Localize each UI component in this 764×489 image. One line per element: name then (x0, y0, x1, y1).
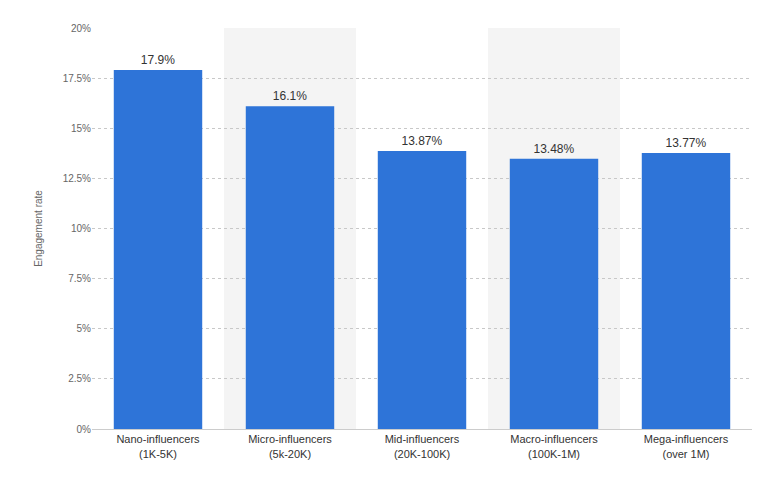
svg-text:Mega-influencers(over 1M): Mega-influencers(over 1M) (644, 433, 729, 459)
svg-text:13.48%: 13.48% (533, 142, 574, 156)
svg-text:16.1%: 16.1% (273, 89, 307, 103)
svg-text:13.77%: 13.77% (665, 136, 706, 150)
svg-text:Mid-influencers(20K-100K): Mid-influencers(20K-100K) (385, 433, 460, 459)
svg-text:Nano-influencers(1K-5K): Nano-influencers(1K-5K) (116, 433, 200, 459)
svg-text:17.5%: 17.5% (63, 73, 91, 84)
svg-text:Micro-influencers(5k-20K): Micro-influencers(5k-20K) (248, 433, 332, 459)
svg-text:0%: 0% (77, 424, 92, 435)
svg-text:5%: 5% (77, 323, 92, 334)
svg-text:10%: 10% (71, 223, 91, 234)
svg-text:7.5%: 7.5% (68, 273, 91, 284)
svg-text:20%: 20% (71, 23, 91, 34)
svg-text:17.9%: 17.9% (141, 53, 175, 67)
svg-text:Macro-influencers(100K-1M): Macro-influencers(100K-1M) (510, 433, 598, 459)
svg-text:2.5%: 2.5% (68, 373, 91, 384)
svg-text:13.87%: 13.87% (401, 134, 442, 148)
svg-text:Engagement rate: Engagement rate (33, 190, 44, 267)
svg-text:15%: 15% (71, 123, 91, 134)
svg-text:12.5%: 12.5% (63, 173, 91, 184)
